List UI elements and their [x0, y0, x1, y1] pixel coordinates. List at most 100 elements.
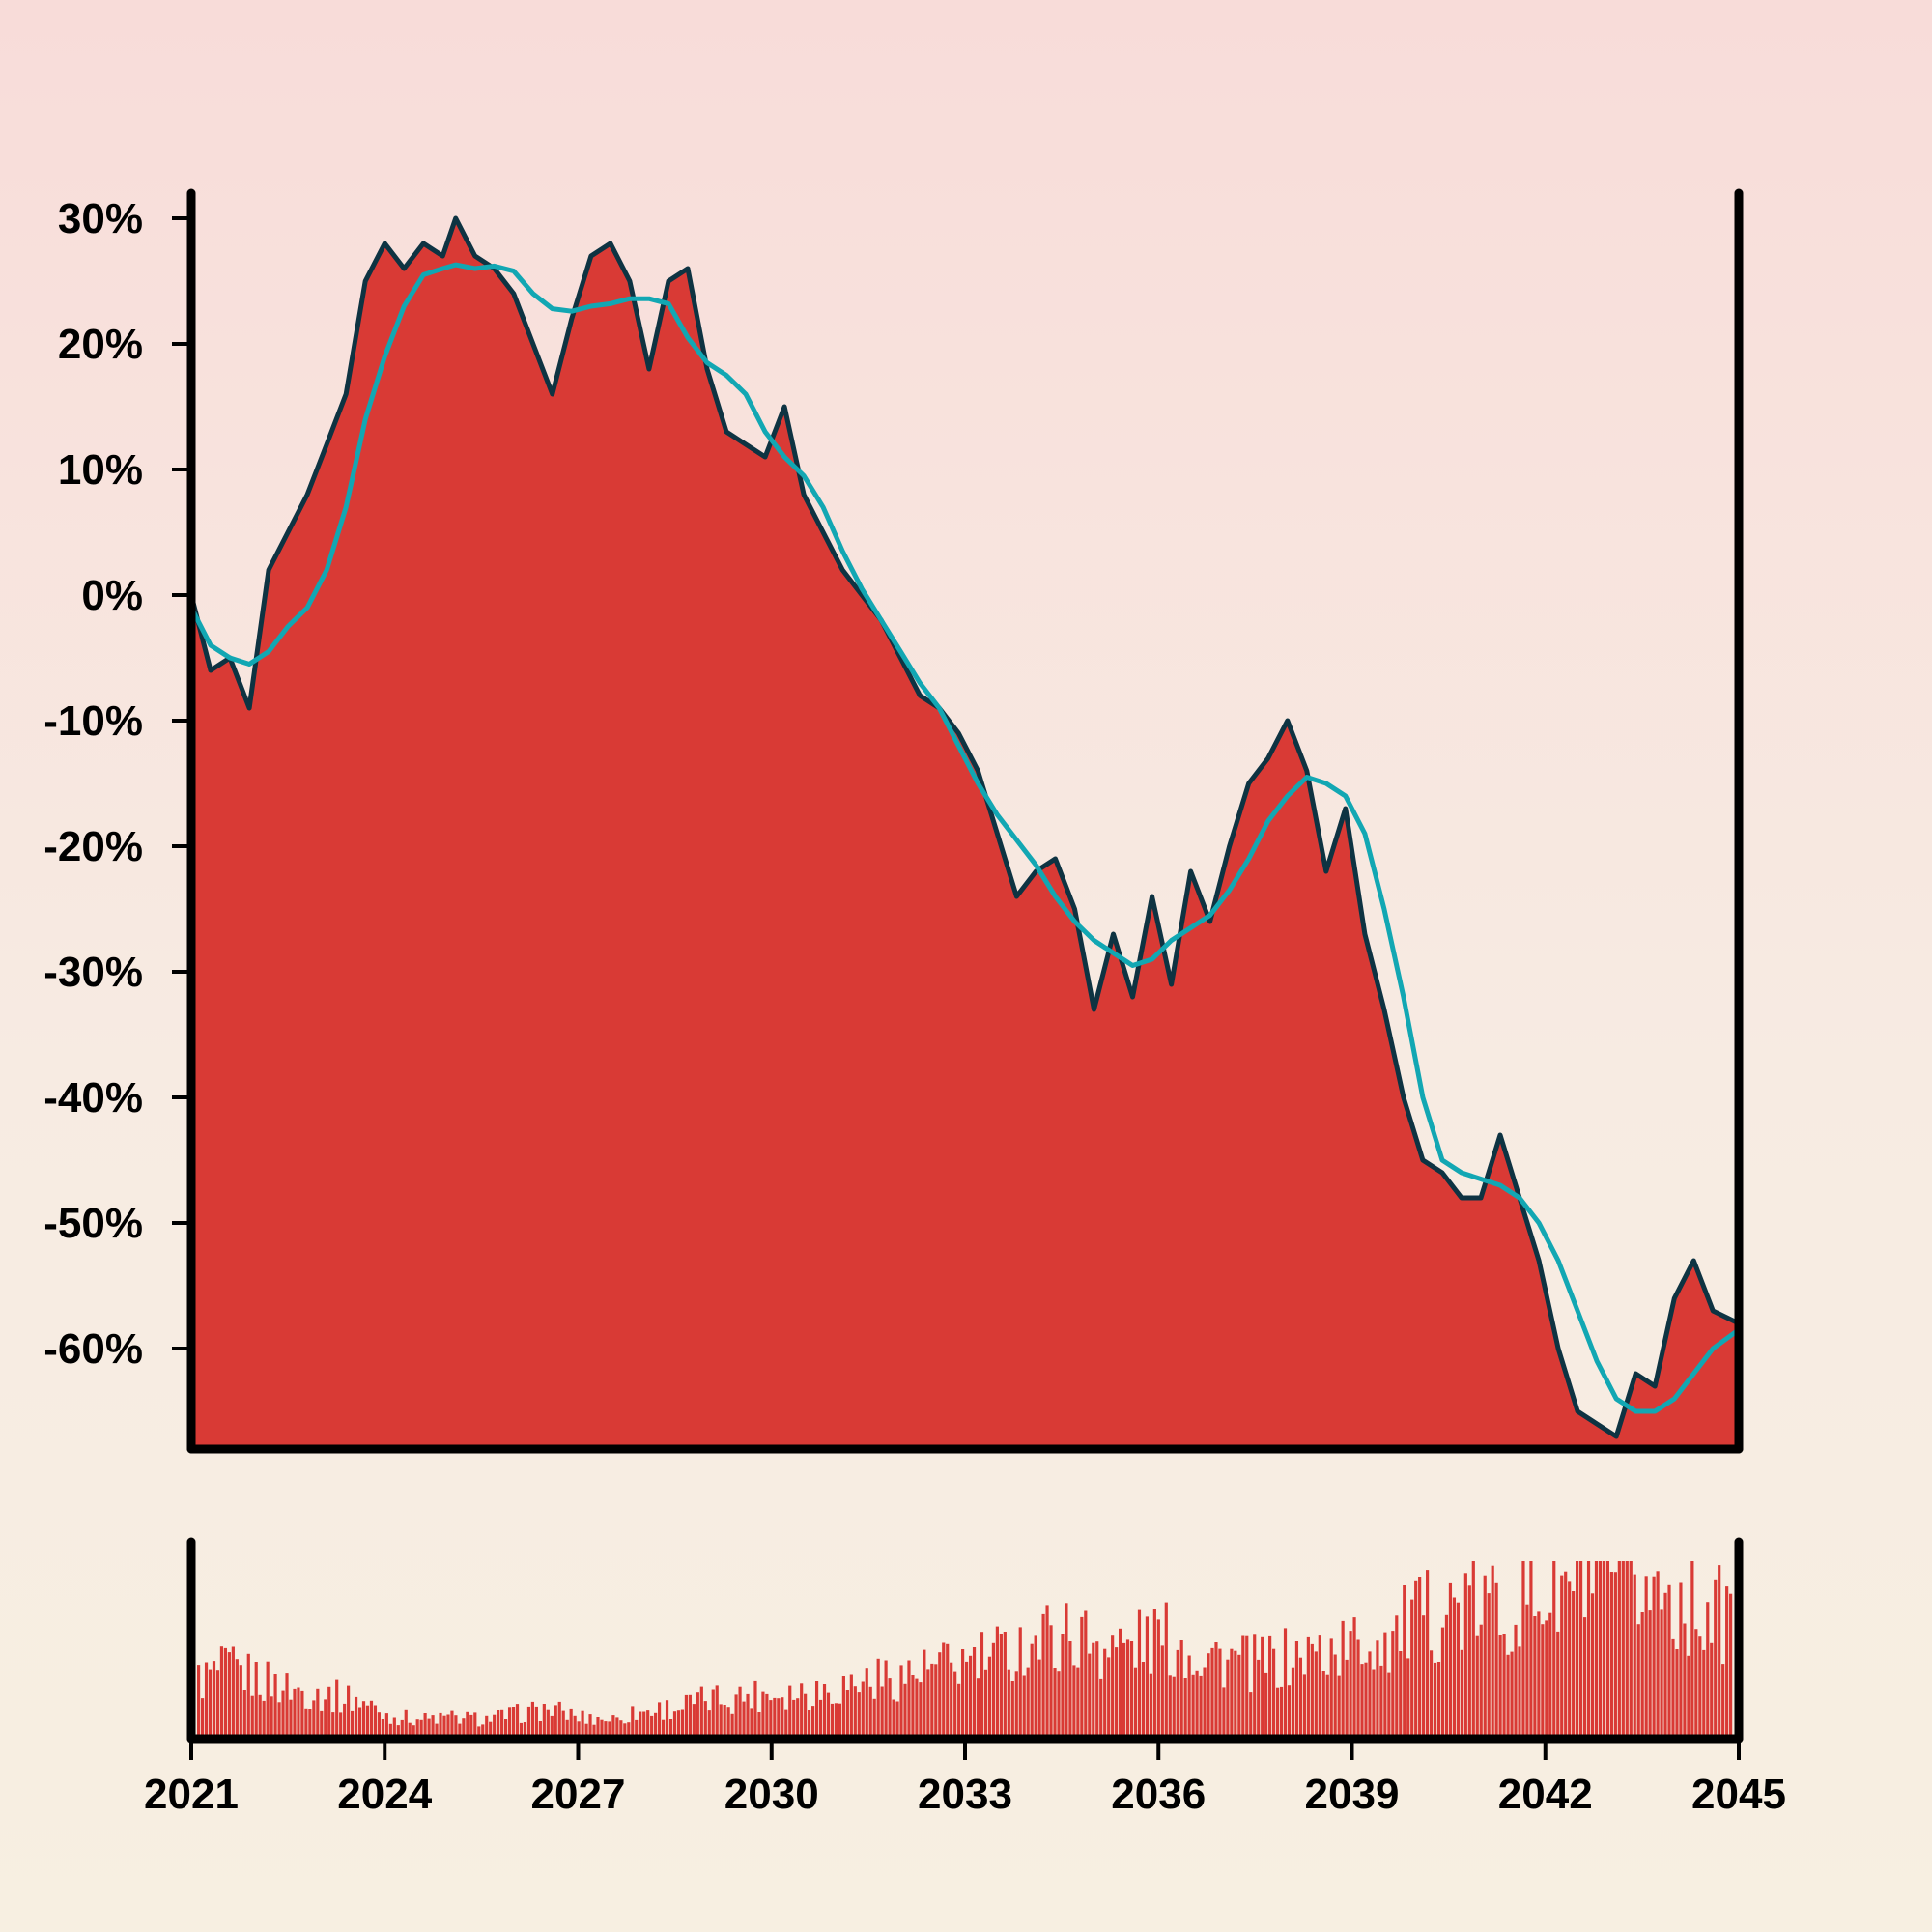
volume-bar — [1092, 1642, 1095, 1739]
volume-bar — [446, 1714, 450, 1739]
volume-bar — [619, 1720, 623, 1739]
volume-bar — [1245, 1635, 1249, 1739]
area-fill — [191, 218, 1739, 1449]
volume-bar — [635, 1719, 639, 1739]
volume-bar — [1422, 1615, 1426, 1739]
volume-bar — [834, 1703, 838, 1739]
volume-bar — [1049, 1625, 1053, 1739]
volume-bar — [435, 1723, 439, 1739]
volume-bar — [365, 1705, 370, 1739]
volume-bar — [466, 1711, 469, 1739]
volume-bar — [726, 1707, 730, 1739]
volume-bar — [642, 1711, 646, 1739]
volume-bar — [197, 1665, 201, 1739]
volume-bar — [327, 1686, 331, 1739]
volume-bar — [1510, 1651, 1514, 1739]
volume-bar — [1418, 1577, 1422, 1739]
volume-bar — [650, 1715, 654, 1739]
volume-bar — [639, 1711, 642, 1739]
volume-bar — [980, 1632, 984, 1739]
volume-bar — [573, 1715, 577, 1739]
volume-bar — [665, 1700, 669, 1739]
volume-bar — [1115, 1647, 1119, 1739]
volume-bar — [804, 1693, 808, 1739]
volume-bar — [707, 1710, 711, 1739]
volume-bar — [270, 1696, 273, 1739]
volume-bar — [950, 1662, 953, 1739]
volume-bar — [1687, 1655, 1690, 1739]
volume-bar — [565, 1719, 569, 1739]
volume-bar — [500, 1709, 504, 1739]
volume-bar — [1602, 1561, 1606, 1739]
volume-bar — [696, 1692, 699, 1739]
volume-bar — [1518, 1646, 1521, 1739]
volume-bar — [615, 1717, 619, 1739]
volume-bar — [1372, 1669, 1376, 1739]
volume-bar — [1349, 1631, 1352, 1739]
volume-bar — [1660, 1609, 1663, 1739]
volume-bar — [1410, 1599, 1414, 1739]
volume-bar — [1041, 1613, 1045, 1739]
volume-bar — [1487, 1593, 1491, 1739]
volume-bar — [392, 1717, 396, 1739]
volume-bar — [1257, 1659, 1261, 1739]
volume-bar — [1310, 1643, 1314, 1739]
volume-bar — [903, 1683, 907, 1739]
volume-bar — [1633, 1574, 1636, 1739]
volume-bar — [734, 1694, 738, 1739]
volume-bar — [849, 1674, 853, 1739]
volume-bar — [865, 1668, 868, 1739]
y-tick-label: 20% — [58, 321, 143, 368]
volume-bar — [1644, 1576, 1648, 1739]
volume-bar — [876, 1658, 880, 1739]
volume-bar — [1456, 1602, 1460, 1739]
volume-bar — [991, 1642, 996, 1739]
volume-bar — [357, 1707, 362, 1739]
main-panel: 30% 20% 10% 0% -10% -20% -30% -40% -50% -60% — [43, 188, 1744, 1454]
volume-bar — [212, 1661, 216, 1739]
volume-bar — [942, 1642, 946, 1739]
volume-bar — [431, 1715, 435, 1739]
x-tick-label: 2042 — [1498, 1771, 1593, 1818]
volume-bar — [258, 1694, 262, 1739]
volume-bar — [838, 1703, 842, 1739]
volume-bar — [1103, 1648, 1107, 1739]
volume-bar — [1261, 1636, 1264, 1739]
volume-bar — [384, 1713, 388, 1739]
volume-bar — [1506, 1654, 1510, 1739]
volume-bar — [895, 1701, 899, 1739]
y-tick-label: 30% — [58, 195, 143, 242]
volume-bar — [1294, 1641, 1299, 1739]
volume-bar — [1226, 1659, 1230, 1739]
volume-bar — [415, 1719, 419, 1739]
volume-bar — [796, 1698, 800, 1739]
volume-bar — [1360, 1664, 1364, 1739]
volume-bar — [1111, 1635, 1115, 1739]
y-tick-label: -10% — [43, 697, 143, 745]
volume-bar — [1579, 1561, 1583, 1739]
volume-bar — [1725, 1586, 1729, 1739]
volume-bar — [1395, 1615, 1399, 1739]
volume-bar — [1337, 1675, 1341, 1739]
volume-bar — [477, 1726, 481, 1739]
volume-bar — [577, 1721, 581, 1739]
volume-bar — [1152, 1609, 1156, 1739]
volume-bar — [1525, 1604, 1529, 1739]
volume-bar — [1207, 1653, 1210, 1739]
volume-bar — [934, 1664, 938, 1739]
volume-bar — [1030, 1643, 1034, 1739]
volume-bar — [1164, 1602, 1168, 1739]
volume-bar — [853, 1686, 857, 1739]
volume-bar — [600, 1719, 604, 1739]
volume-bar — [1702, 1649, 1706, 1739]
volume-bar — [546, 1709, 550, 1739]
volume-bar — [285, 1673, 289, 1739]
volume-bar — [530, 1701, 535, 1739]
volume-bar — [1195, 1670, 1199, 1739]
volume-bar — [1325, 1674, 1329, 1739]
volume-bar — [1552, 1561, 1556, 1739]
volume-bar — [297, 1687, 300, 1739]
volume-bar — [983, 1669, 988, 1739]
y-tick-label: -40% — [43, 1074, 143, 1122]
volume-bar — [423, 1713, 427, 1739]
